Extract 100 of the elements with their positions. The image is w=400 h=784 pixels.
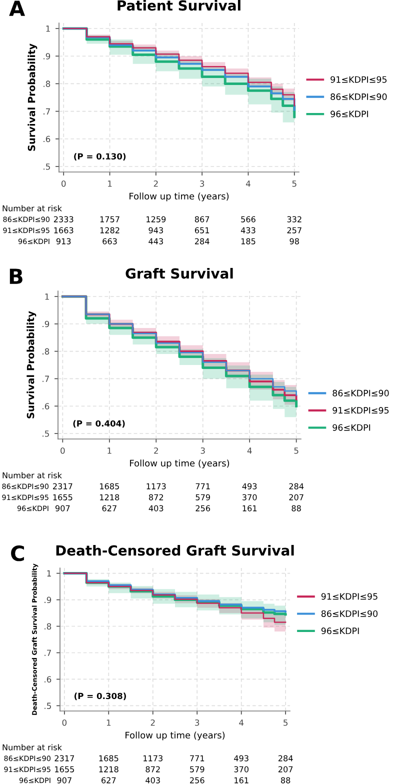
chart-title: Death-Censored Graft Survival — [56, 544, 294, 556]
text: C — [11, 545, 24, 562]
x-tick-label: 3 — [200, 180, 204, 187]
text: 1655 — [53, 494, 72, 500]
x-tick-label: 1 — [106, 720, 111, 726]
y-tick-label: .5 — [42, 430, 49, 437]
text: 256 — [196, 505, 210, 512]
legend-label: 91≤KDPI≤95 — [321, 593, 378, 600]
text: 566 — [241, 216, 256, 222]
text: 1757 — [100, 216, 120, 222]
y-tick-label: .6 — [42, 403, 50, 410]
text: 872 — [148, 494, 164, 500]
text: 771 — [190, 755, 204, 762]
text: 1663 — [54, 227, 74, 234]
text: Number at risk — [2, 205, 62, 212]
text: 284 — [289, 483, 304, 490]
legend-label: 96≤KDPI — [332, 424, 370, 431]
text: A — [9, 0, 26, 16]
chart-title: Graft Survival — [126, 268, 233, 279]
y-tick-label: .5 — [44, 164, 50, 170]
x-tick-label: 3 — [200, 447, 205, 454]
text: 257 — [287, 227, 302, 234]
y-tick-label: 1 — [47, 570, 51, 576]
legend-label: 86≤KDPI≤90 — [321, 610, 378, 617]
x-tick-label: 0 — [62, 719, 67, 726]
y-axis-title: Survival Probability — [26, 311, 36, 418]
text: 332 — [287, 216, 302, 222]
text: 2317 — [53, 483, 72, 490]
text: 284 — [194, 238, 210, 244]
x-tick-label: 2 — [154, 180, 158, 187]
x-tick-label: 2 — [150, 719, 155, 726]
text: 867 — [194, 216, 210, 222]
y-tick-label: .9 — [44, 596, 52, 604]
text: 443 — [148, 238, 163, 244]
chart-title: Patient Survival — [118, 0, 240, 11]
text: 161 — [242, 505, 257, 512]
text: 493 — [242, 483, 257, 490]
text: 370 — [234, 766, 248, 772]
y-tick-label: .8 — [42, 348, 50, 355]
text: 185 — [241, 238, 256, 244]
y-tick-label: .6 — [44, 676, 52, 683]
text: 1685 — [100, 483, 119, 490]
text: 98 — [290, 238, 299, 244]
text: 370 — [242, 494, 257, 500]
legend-label: 96≤KDPI — [321, 628, 359, 634]
text: 1173 — [144, 755, 162, 762]
y-tick-label: .7 — [44, 108, 50, 114]
y-tick-label: .8 — [44, 623, 52, 630]
text: Number at risk — [2, 472, 62, 478]
y-tick-label: .6 — [44, 136, 50, 142]
y-tick-label: .8 — [44, 80, 50, 87]
y-tick-label: .9 — [44, 53, 50, 60]
x-tick-label: 2 — [154, 447, 158, 454]
y-tick-label: 1 — [45, 294, 49, 300]
legend-label: 86≤KDPI≤90 — [330, 93, 387, 100]
y-axis-title: Survival Probability — [28, 44, 38, 151]
annotation: (P = 0.308) — [74, 692, 126, 700]
text: 403 — [148, 505, 164, 512]
x-tick-label: 1 — [108, 180, 112, 187]
text: B — [10, 268, 22, 284]
y-tick-label: .9 — [42, 320, 50, 328]
text: 1173 — [146, 483, 166, 490]
x-tick-label: 5 — [284, 720, 288, 726]
x-axis-title: Follow up time (years) — [130, 460, 230, 468]
text: 771 — [196, 483, 210, 490]
text: 913 — [56, 238, 71, 244]
text: 2333 — [54, 216, 74, 222]
x-tick-label: 4 — [246, 180, 250, 187]
text: 256 — [190, 777, 204, 784]
text: 1218 — [99, 766, 118, 772]
annotation: (P = 0.130) — [74, 153, 126, 160]
y-tick-label: 1 — [46, 26, 50, 32]
text: 207 — [289, 494, 304, 500]
text: Number at risk — [2, 744, 62, 750]
y-tick-label: .5 — [44, 702, 51, 709]
text: 433 — [240, 227, 256, 234]
legend-label: 91≤KDPI≤95 — [332, 407, 389, 414]
y-tick-label: .7 — [44, 650, 51, 656]
legend-label: 91≤KDPI≤95 — [330, 76, 387, 83]
x-tick-label: 0 — [62, 180, 66, 187]
x-axis-title: Follow up time (years) — [130, 192, 229, 202]
x-axis-title: Follow up time (years) — [126, 732, 225, 740]
text: 579 — [196, 494, 210, 500]
y-tick-label: .7 — [42, 376, 49, 382]
text: 1218 — [100, 494, 120, 500]
text: 1655 — [55, 766, 74, 772]
x-tick-label: 4 — [239, 720, 244, 726]
x-tick-label: 5 — [292, 180, 296, 187]
text: 88 — [292, 505, 301, 512]
x-tick-label: 3 — [195, 719, 200, 726]
x-tick-label: 1 — [108, 448, 112, 454]
x-tick-label: 0 — [60, 447, 65, 454]
annotation: (P = 0.404) — [73, 420, 125, 428]
text: 1282 — [100, 227, 120, 234]
text: 627 — [102, 505, 116, 512]
text: 2317 — [54, 755, 74, 762]
x-tick-label: 4 — [247, 448, 252, 454]
text: 907 — [57, 777, 72, 784]
text: 161 — [234, 777, 248, 784]
text: 284 — [278, 755, 293, 762]
